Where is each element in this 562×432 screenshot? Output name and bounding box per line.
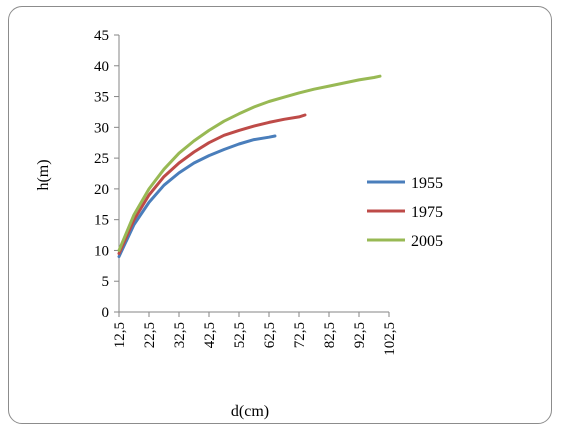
y-axis-label: h(m) bbox=[35, 159, 52, 190]
legend-label-1975: 1975 bbox=[411, 204, 443, 221]
series-line-2005 bbox=[117, 74, 382, 252]
legend-label-1955: 1955 bbox=[411, 175, 443, 192]
series-line-1955 bbox=[117, 134, 277, 259]
x-tick-label: 52,5 bbox=[232, 322, 248, 348]
series-line-1975 bbox=[117, 113, 307, 255]
y-tick-label: 40 bbox=[94, 59, 109, 75]
chart-frame bbox=[8, 6, 552, 424]
y-tick-label: 15 bbox=[94, 213, 109, 229]
x-tick-label: 12,5 bbox=[112, 322, 128, 348]
y-tick-label: 0 bbox=[102, 305, 110, 321]
y-tick-label: 45 bbox=[94, 28, 109, 44]
y-tick-label: 20 bbox=[94, 182, 109, 198]
x-tick-label: 42,5 bbox=[202, 322, 218, 348]
y-tick-label: 30 bbox=[94, 120, 109, 136]
x-axis: 12,5 22,5 32,5 42,5 52,5 62,5 72,5 82,5 92,5 102,… bbox=[112, 311, 398, 356]
x-tick-label: 32,5 bbox=[172, 322, 188, 348]
x-tick-label: 22,5 bbox=[142, 322, 158, 348]
x-tick-label: 62,5 bbox=[262, 322, 278, 348]
x-tick-label: 102,5 bbox=[382, 322, 398, 356]
y-tick-label: 25 bbox=[94, 151, 109, 167]
x-axis-label: d(cm) bbox=[231, 403, 269, 420]
legend-label-2005: 2005 bbox=[411, 233, 443, 250]
x-tick-label: 72,5 bbox=[292, 322, 308, 348]
y-tick-label: 5 bbox=[102, 274, 110, 290]
x-tick-label: 92,5 bbox=[352, 322, 368, 348]
series-lines bbox=[117, 74, 382, 259]
x-tick-label: 82,5 bbox=[322, 322, 338, 348]
y-tick-label: 10 bbox=[94, 243, 109, 259]
y-tick-label: 35 bbox=[94, 90, 109, 106]
legend: 1955 1975 2005 bbox=[367, 175, 443, 250]
y-axis: 0 5 10 15 20 25 30 35 40 45 bbox=[94, 28, 120, 321]
